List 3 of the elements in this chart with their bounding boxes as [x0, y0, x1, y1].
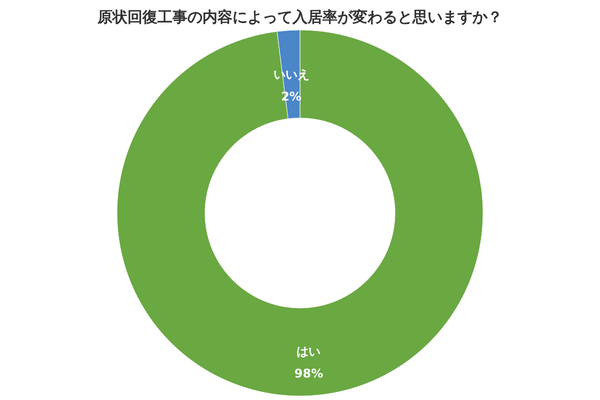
chart-title: 原状回復工事の内容によって入居率が変わると思いますか？ — [96, 8, 502, 26]
data-label: 98% — [294, 366, 324, 381]
slice-label: はい — [296, 344, 321, 359]
